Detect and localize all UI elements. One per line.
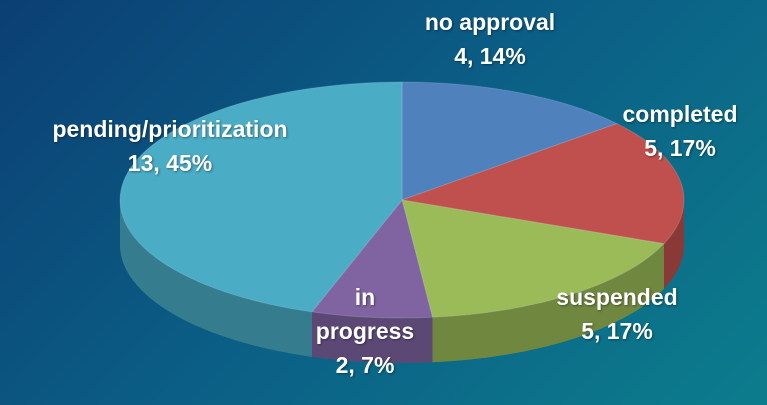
- slice-side-shade: [663, 200, 684, 289]
- category-label: in progress: [315, 284, 415, 344]
- slice-side-shade: [432, 243, 664, 363]
- value-label: 2, 7%: [335, 352, 395, 378]
- value-label: 4, 14%: [454, 43, 526, 69]
- slice-side: [663, 200, 684, 289]
- slice-top: [311, 198, 434, 319]
- value-label: 13, 45%: [127, 150, 213, 176]
- category-label: suspended: [556, 284, 678, 310]
- slice-top: [401, 199, 665, 318]
- data-label: completed 5, 17%: [580, 97, 767, 165]
- slice-side: [432, 243, 664, 363]
- category-label: completed: [622, 101, 738, 127]
- slice-side: [311, 311, 433, 363]
- data-label: pending/prioritization 13, 45%: [0, 112, 340, 180]
- slice-top: [401, 81, 619, 201]
- slice: [311, 198, 434, 363]
- slice-side-shade: [311, 311, 433, 363]
- slice-top: [400, 123, 685, 245]
- data-label: no approval 4, 14%: [360, 5, 620, 73]
- data-label: suspended 5, 17%: [507, 280, 727, 348]
- slice-top: [119, 81, 403, 313]
- category-label: no approval: [424, 9, 556, 35]
- slice-side-shade: [119, 200, 312, 357]
- slice: [400, 123, 685, 289]
- data-label: in progress 2, 7%: [305, 280, 425, 382]
- slice: [119, 81, 403, 357]
- slice: [401, 199, 665, 363]
- value-label: 5, 17%: [581, 318, 653, 344]
- slice: [401, 81, 619, 201]
- slice-side: [119, 200, 312, 357]
- value-label: 5, 17%: [644, 135, 716, 161]
- category-label: pending/prioritization: [52, 116, 288, 142]
